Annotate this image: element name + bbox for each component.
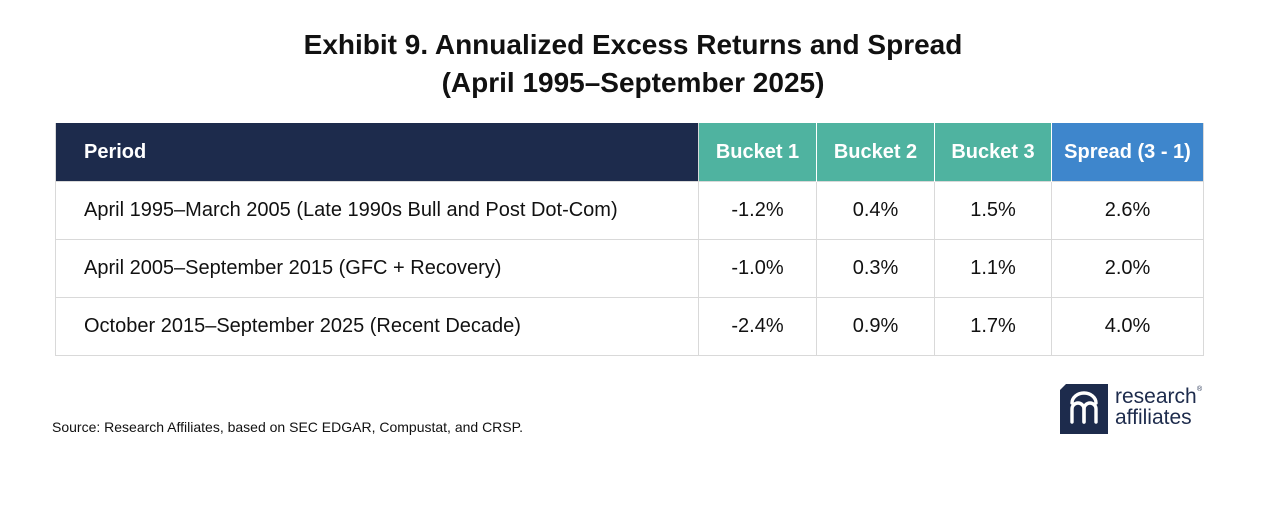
cell-spread: 2.6% (1051, 181, 1204, 240)
table-row: April 2005–September 2015 (GFC + Recover… (55, 239, 1204, 298)
cell-period: April 1995–March 2005 (Late 1990s Bull a… (55, 181, 699, 240)
logo-line-2: affiliates (1115, 406, 1192, 429)
cell-bucket-2: 0.4% (816, 181, 935, 240)
header-bucket-3: Bucket 3 (934, 123, 1052, 182)
cell-spread: 4.0% (1051, 297, 1204, 356)
cell-bucket-1: -1.2% (698, 181, 817, 240)
header-bucket-1: Bucket 1 (698, 123, 817, 182)
logo-wordmark: research affiliates (1115, 386, 1197, 428)
table-row: October 2015–September 2025 (Recent Deca… (55, 297, 1204, 356)
title-line-1: Exhibit 9. Annualized Excess Returns and… (303, 29, 963, 60)
cell-bucket-3: 1.5% (934, 181, 1052, 240)
header-period: Period (55, 123, 699, 182)
research-affiliates-mark-icon (1060, 384, 1108, 434)
cell-bucket-3: 1.1% (934, 239, 1052, 298)
cell-bucket-1: -2.4% (698, 297, 817, 356)
cell-spread: 2.0% (1051, 239, 1204, 298)
logo-line-1: research (1115, 385, 1197, 408)
cell-bucket-2: 0.9% (816, 297, 935, 356)
title-line-2: (April 1995–September 2025) (441, 67, 825, 98)
header-bucket-2: Bucket 2 (816, 123, 935, 182)
header-spread: Spread (3 - 1) (1051, 123, 1204, 182)
logo-trademark: ® (1197, 386, 1203, 393)
table-header-row: Period Bucket 1 Bucket 2 Bucket 3 Spread… (55, 123, 1204, 182)
table-row: April 1995–March 2005 (Late 1990s Bull a… (55, 181, 1204, 240)
cell-bucket-1: -1.0% (698, 239, 817, 298)
cell-bucket-3: 1.7% (934, 297, 1052, 356)
source-note: Source: Research Affiliates, based on SE… (52, 419, 524, 435)
exhibit-title: Exhibit 9. Annualized Excess Returns and… (0, 26, 1266, 102)
research-affiliates-logo: research affiliates ® (1058, 380, 1208, 436)
cell-period: October 2015–September 2025 (Recent Deca… (55, 297, 699, 356)
cell-period: April 2005–September 2015 (GFC + Recover… (55, 239, 699, 298)
cell-bucket-2: 0.3% (816, 239, 935, 298)
excess-returns-table: Period Bucket 1 Bucket 2 Bucket 3 Spread… (55, 123, 1204, 356)
